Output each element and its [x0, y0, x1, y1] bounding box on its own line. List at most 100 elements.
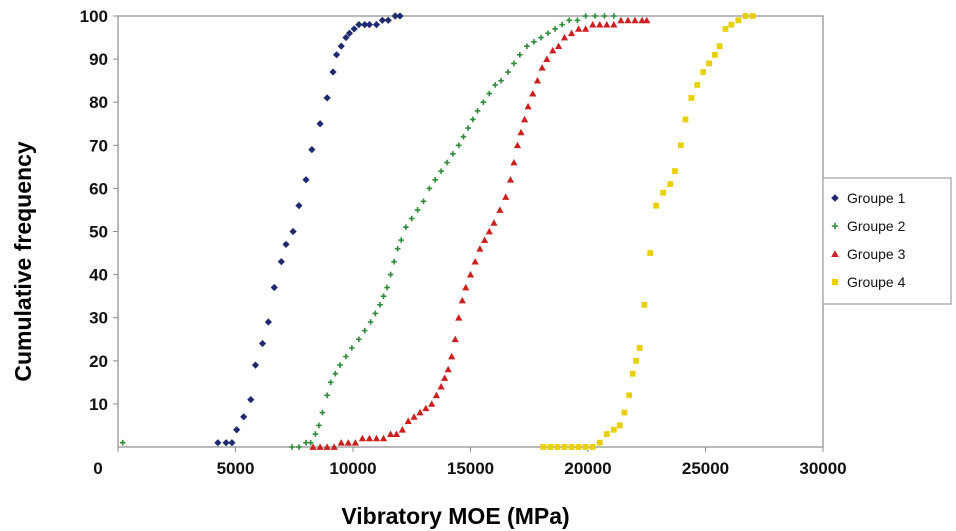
series-2: [119, 13, 617, 450]
data-point: [323, 94, 331, 102]
data-point: [533, 77, 542, 84]
data-point: [712, 51, 718, 58]
data-point: [540, 444, 547, 450]
data-point: [214, 439, 222, 447]
data-point: [582, 444, 589, 450]
legend-marker: [831, 194, 839, 202]
legend-marker: [831, 222, 839, 230]
data-point: [560, 33, 569, 41]
data-point: [638, 16, 646, 24]
data-point: [365, 21, 374, 29]
data-point: [356, 336, 362, 343]
data-point: [547, 444, 554, 450]
data-point: [344, 439, 352, 446]
legend-marker: [831, 250, 839, 258]
data-point: [416, 408, 424, 416]
data-point: [552, 26, 558, 32]
y-tick-label: 90: [89, 50, 108, 69]
data-point: [282, 240, 290, 249]
x-tick-label: 15000: [447, 459, 494, 478]
data-point: [432, 391, 441, 399]
data-point: [706, 60, 712, 67]
data-point: [295, 202, 303, 210]
data-point: [554, 444, 561, 450]
legend-box: [822, 177, 952, 305]
data-point: [324, 392, 330, 399]
data-point: [603, 431, 610, 437]
data-point: [251, 361, 260, 369]
data-point: [323, 443, 331, 450]
data-point: [309, 443, 317, 450]
data-point: [316, 120, 324, 128]
y-tick-label: 70: [89, 136, 108, 155]
data-point: [398, 426, 406, 433]
data-point: [566, 17, 572, 24]
data-point: [349, 345, 355, 351]
data-point: [384, 284, 390, 291]
data-point: [329, 68, 337, 76]
data-point: [517, 128, 525, 136]
data-point: [455, 314, 463, 321]
data-point: [330, 443, 338, 450]
data-point: [589, 21, 597, 28]
data-point: [601, 13, 608, 19]
y-tick-label: 80: [89, 93, 108, 112]
data-point: [303, 439, 309, 446]
data-point: [404, 417, 412, 425]
legend-label: Groupe 4: [847, 274, 906, 290]
y-tick-label: 30: [89, 309, 108, 328]
data-point: [466, 271, 475, 278]
data-point: [367, 319, 374, 325]
x-tick-label: 5000: [217, 459, 255, 478]
data-point: [264, 318, 272, 326]
data-point: [660, 189, 667, 196]
data-point: [471, 258, 479, 265]
data-point: [596, 21, 604, 28]
data-point: [486, 90, 493, 97]
data-point: [302, 176, 310, 184]
data-point: [387, 271, 394, 278]
data-point: [592, 13, 598, 19]
data-point: [342, 33, 350, 42]
data-point: [422, 404, 430, 412]
data-point: [688, 95, 695, 101]
data-point: [633, 357, 640, 364]
data-point: [476, 245, 484, 252]
data-point: [398, 237, 404, 243]
data-point: [358, 434, 366, 442]
data-point: [677, 142, 684, 149]
data-point: [480, 99, 487, 105]
data-point: [332, 51, 341, 59]
data-point: [694, 82, 701, 88]
data-point: [351, 439, 359, 446]
data-point: [510, 158, 518, 166]
data-point: [444, 159, 450, 166]
series-4: [540, 13, 756, 450]
data-point: [337, 42, 345, 50]
data-point: [414, 207, 421, 213]
data-point: [561, 444, 568, 450]
data-point: [555, 42, 563, 50]
data-point: [426, 185, 433, 192]
data-point: [384, 16, 392, 24]
x-tick-label: 0: [93, 459, 102, 478]
y-tick-label: 40: [89, 266, 108, 285]
data-point: [289, 227, 297, 236]
data-point: [437, 383, 445, 390]
data-point: [365, 434, 374, 442]
data-point: [545, 30, 551, 37]
data-point: [396, 12, 404, 20]
data-point: [700, 69, 707, 75]
data-point: [345, 29, 354, 37]
x-axis-title: Vibratory MOE (MPa): [341, 503, 569, 529]
y-tick-label: 100: [80, 7, 108, 26]
data-point: [610, 21, 618, 28]
data-point: [379, 434, 388, 442]
legend-entry: Groupe 4: [831, 274, 906, 290]
data-point: [247, 395, 255, 404]
data-point: [538, 64, 546, 71]
data-point: [372, 310, 379, 317]
data-point: [240, 413, 248, 421]
data-point: [319, 409, 326, 416]
data-point: [337, 439, 345, 446]
